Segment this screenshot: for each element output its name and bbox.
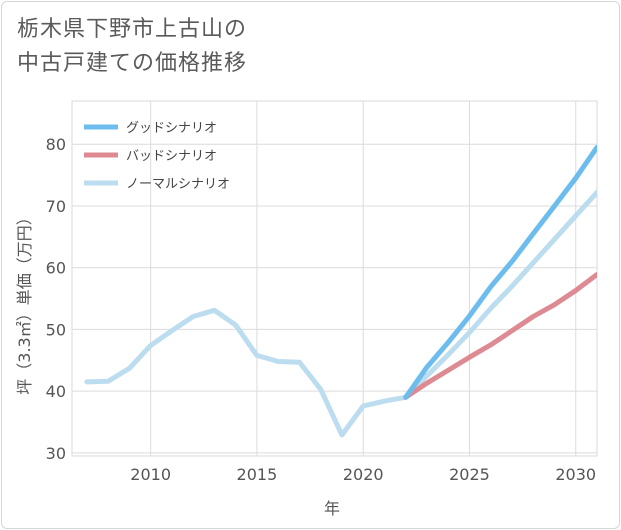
title-line-2: 中古戸建ての価格推移 xyxy=(17,51,248,76)
title-line-1: 栃木県下野市上古山の xyxy=(17,17,248,42)
x-tick-label-2025: 2025 xyxy=(449,465,490,484)
x-tick-label-2020: 2020 xyxy=(343,465,384,484)
x-tick-label-2015: 2015 xyxy=(237,465,278,484)
y-tick-label-40: 40 xyxy=(46,382,66,401)
y-axis: 30 40 50 60 70 80 xyxy=(46,135,66,463)
plot-area xyxy=(71,100,598,457)
y-tick-label-60: 60 xyxy=(46,259,66,278)
y-tick-label-30: 30 xyxy=(46,444,66,463)
y-axis-label: 坪（3.3㎡）単価（万円） xyxy=(15,209,34,394)
x-tick-label-2030: 2030 xyxy=(555,465,596,484)
y-tick-label-70: 70 xyxy=(46,197,66,216)
series-layer xyxy=(84,144,597,438)
y-tick-label-80: 80 xyxy=(46,135,66,154)
legend-label-good: グッドシナリオ xyxy=(126,121,217,136)
series-line-good xyxy=(403,144,597,400)
x-axis-label: 年 xyxy=(324,499,340,518)
series-line-normal xyxy=(84,189,597,438)
chart-title: 栃木県下野市上古山の 中古戸建ての価格推移 xyxy=(17,13,247,81)
legend-label-normal: ノーマルシナリオ xyxy=(126,177,230,192)
x-axis: 2010 2015 2020 2025 2030 xyxy=(130,465,596,484)
grid xyxy=(72,101,597,456)
y-tick-label-50: 50 xyxy=(46,320,66,339)
series-line-bad xyxy=(403,272,597,400)
x-tick-label-2010: 2010 xyxy=(130,465,171,484)
legend: グッドシナリオ バッドシナリオ ノーマルシナリオ xyxy=(84,121,230,192)
legend-label-bad: バッドシナリオ xyxy=(126,149,217,164)
